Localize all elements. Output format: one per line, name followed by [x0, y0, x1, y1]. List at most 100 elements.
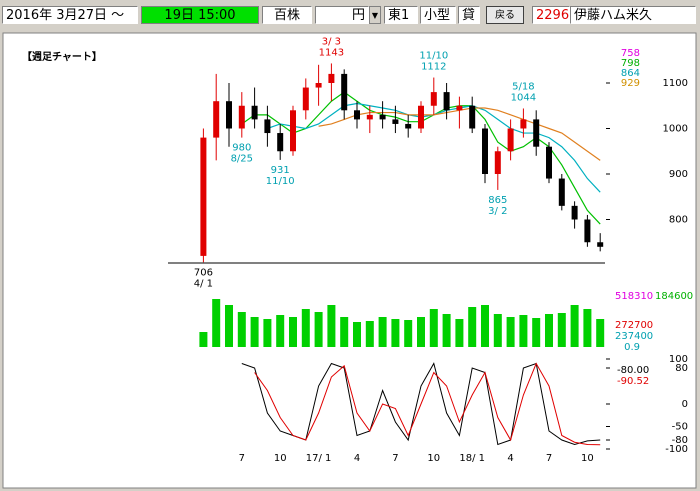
candle-body	[507, 128, 514, 152]
chart-title: 【週足チャート】	[22, 50, 102, 63]
candle-body	[443, 92, 450, 111]
osc-tick-label: -100	[665, 444, 688, 455]
candle-body	[251, 105, 258, 120]
candle-body	[277, 133, 284, 152]
x-tick-label: 18/ 1	[459, 453, 485, 464]
y-tick-label: 1100	[663, 78, 688, 89]
name-field: 伊藤ハム米久	[570, 6, 696, 24]
volume-bar	[378, 317, 387, 347]
x-tick-label: 4	[354, 453, 360, 464]
annotation-price: 980	[232, 143, 251, 154]
osc-tick-label: 0	[682, 399, 688, 410]
osc-tick-label: -50	[672, 422, 688, 433]
size-field: 小型	[420, 6, 456, 24]
osc-value-label: -80.00	[617, 365, 649, 376]
volume-bar	[596, 319, 605, 347]
candle-body	[597, 242, 604, 247]
volume-bar	[353, 322, 361, 347]
legend-entry: 864	[621, 68, 640, 79]
volume-bar	[404, 320, 413, 347]
volume-bar	[557, 313, 566, 347]
candle-body	[328, 73, 335, 83]
x-tick-label: 7	[546, 453, 552, 464]
candle-body	[520, 119, 527, 129]
candle-body	[482, 128, 488, 174]
volume-bar	[570, 305, 579, 347]
price-unit-field[interactable]: 円	[315, 6, 369, 24]
candle-body	[302, 87, 309, 111]
volume-bar	[301, 309, 310, 347]
volume-label: 237400	[615, 331, 653, 342]
candle-body	[200, 137, 207, 256]
volume-bar	[493, 314, 502, 347]
candle-body	[379, 114, 386, 120]
volume-bar	[442, 314, 451, 347]
volume-bar	[250, 317, 259, 347]
x-tick-label: 7	[392, 453, 398, 464]
annotation-price: 1044	[511, 92, 536, 103]
annotation-date: 11/10	[266, 176, 295, 187]
volume-bar	[417, 317, 425, 347]
x-tick-label: 7	[239, 453, 245, 464]
legend-entry: 798	[621, 58, 640, 69]
y-tick-label: 1000	[663, 124, 688, 135]
candle-body	[558, 178, 565, 206]
candle-body	[341, 73, 348, 111]
annotation-price: 706	[194, 267, 213, 278]
candle-body	[392, 119, 399, 124]
osc-tick-label: 100	[669, 354, 688, 365]
osc-tick-label: 80	[675, 363, 688, 374]
chart-frame	[2, 32, 697, 489]
candle-body	[469, 105, 476, 129]
volume-bar	[455, 319, 464, 347]
volume-bar	[583, 309, 592, 347]
lending-field: 貸	[458, 6, 480, 24]
volume-bar	[481, 305, 489, 347]
candle-body	[290, 110, 296, 152]
volume-bar	[289, 317, 297, 347]
volume-bar	[391, 319, 400, 347]
x-tick-label: 17/ 1	[306, 453, 332, 464]
volume-bar	[519, 315, 528, 347]
x-tick-label: 10	[274, 453, 287, 464]
annotation-date: 3/ 3	[322, 36, 341, 47]
annotation-price: 1112	[421, 62, 446, 73]
osc-value-label: -90.52	[617, 376, 649, 387]
candle-body	[213, 101, 220, 138]
volume-bar	[468, 307, 477, 347]
volume-bar	[237, 312, 246, 347]
candle-body	[226, 101, 232, 129]
x-tick-label: 10	[427, 453, 440, 464]
date-field[interactable]: 2016年 3月27日 ～	[2, 6, 138, 24]
legend-entry: 929	[621, 78, 640, 89]
annotation-price: 865	[488, 195, 507, 206]
market-field: 東1	[384, 6, 418, 24]
volume-label: 272700	[615, 320, 653, 331]
x-tick-label: 10	[581, 453, 594, 464]
candle-body	[418, 105, 424, 129]
volume-label: 184600	[655, 291, 693, 302]
candle-body	[315, 83, 322, 88]
unit-field: 百株	[262, 6, 312, 24]
back-button[interactable]: 戻る	[486, 6, 524, 24]
candle-body	[430, 92, 437, 106]
volume-bar	[212, 299, 221, 347]
annotation-price: 931	[271, 165, 290, 176]
annotation-date: 5/18	[512, 81, 534, 92]
annotation-date: 11/10	[419, 51, 448, 62]
volume-bar	[225, 305, 233, 347]
dropdown-button[interactable]: ▼	[369, 6, 381, 24]
volume-label: 0.9	[624, 342, 640, 353]
candle-body	[494, 151, 501, 174]
volume-bar	[506, 317, 515, 347]
time-field[interactable]: 19日 15:00	[141, 6, 259, 24]
candle-body	[354, 110, 360, 120]
volume-bar	[365, 321, 374, 347]
volume-bar	[429, 309, 438, 347]
oscillator-line	[254, 362, 601, 446]
volume-bar	[199, 332, 208, 347]
annotation-date: 4/ 1	[194, 278, 213, 289]
volume-bar	[532, 318, 541, 347]
